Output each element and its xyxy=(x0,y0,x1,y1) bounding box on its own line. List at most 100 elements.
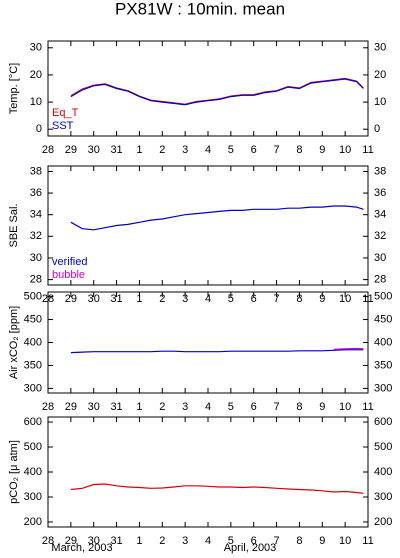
x-tick-label: 30 xyxy=(88,144,100,156)
y-tick-label: 20 xyxy=(30,69,42,81)
y2-tick-label: 600 xyxy=(374,416,392,428)
y-axis-label: Temp. [°C] xyxy=(8,63,20,114)
month-label: March, 2003 xyxy=(51,542,112,554)
y2-tick-label: 0 xyxy=(374,123,380,135)
y-tick-label: 36 xyxy=(30,187,42,199)
y-tick-label: 30 xyxy=(30,42,42,54)
x-tick-label: 28 xyxy=(42,535,54,547)
y-tick-label: 30 xyxy=(30,252,42,264)
x-tick-label: 4 xyxy=(205,401,211,413)
plot-frame xyxy=(47,40,369,137)
x-tick-label: 3 xyxy=(182,144,188,156)
x-tick-label: 11 xyxy=(362,535,373,547)
y2-tick-label: 34 xyxy=(374,209,386,221)
x-tick-label: 4 xyxy=(205,293,211,305)
y-axis-label: pCO₂ [μ atm] xyxy=(8,440,20,504)
data-line xyxy=(70,205,364,231)
y2-tick-label: 20 xyxy=(374,69,386,81)
x-tick-label: 9 xyxy=(319,535,325,547)
x-tick-label: 5 xyxy=(228,535,234,547)
x-tick-label: 31 xyxy=(110,401,122,413)
x-tick-label: 1 xyxy=(136,293,142,305)
x-tick-label: 2 xyxy=(159,293,165,305)
page-title: PX81W : 10min. mean xyxy=(115,0,285,18)
y-tick-label: 0 xyxy=(36,123,42,135)
y2-tick-label: 350 xyxy=(374,359,392,371)
x-tick-label: 9 xyxy=(319,293,325,305)
x-tick-label: 11 xyxy=(362,144,373,156)
y-axis-label: Air xCO₂ [ppm] xyxy=(8,306,20,379)
x-tick-label: 1 xyxy=(136,535,142,547)
x-tick-label: 8 xyxy=(296,401,302,413)
x-tick-label: 31 xyxy=(110,535,122,547)
y2-tick-label: 300 xyxy=(374,491,392,503)
plot-frame xyxy=(47,416,369,528)
x-tick-label: 31 xyxy=(110,144,122,156)
x-tick-label: 2 xyxy=(159,401,165,413)
plot-frame xyxy=(47,291,369,394)
y2-tick-label: 30 xyxy=(374,252,386,264)
x-tick-label: 11 xyxy=(362,401,373,413)
x-tick-label: 29 xyxy=(65,293,77,305)
x-tick-label: 28 xyxy=(42,144,54,156)
data-line xyxy=(333,347,364,350)
y-tick-label: 28 xyxy=(30,273,42,285)
x-tick-label: 29 xyxy=(65,144,77,156)
x-tick-label: 10 xyxy=(339,144,351,156)
y-tick-label: 600 xyxy=(24,416,42,428)
x-tick-label: 10 xyxy=(339,293,351,305)
y2-tick-label: 36 xyxy=(374,187,386,199)
y-tick-label: 350 xyxy=(24,359,42,371)
legend-label: verified xyxy=(52,256,87,268)
y2-tick-label: 28 xyxy=(374,273,386,285)
x-tick-label: 6 xyxy=(251,144,257,156)
x-tick-label: 10 xyxy=(339,401,351,413)
x-tick-label: 7 xyxy=(274,401,280,413)
y-axis-label: SBE Sal. xyxy=(8,203,20,247)
y2-tick-label: 450 xyxy=(374,313,392,325)
y-tick-label: 300 xyxy=(24,382,42,394)
y-tick-label: 400 xyxy=(24,466,42,478)
y2-tick-label: 38 xyxy=(374,165,386,177)
x-tick-label: 7 xyxy=(274,144,280,156)
x-tick-label: 29 xyxy=(65,535,77,547)
y-tick-label: 38 xyxy=(30,165,42,177)
x-tick-label: 3 xyxy=(182,293,188,305)
x-tick-label: 1 xyxy=(136,401,142,413)
x-tick-label: 4 xyxy=(205,535,211,547)
x-tick-label: 10 xyxy=(339,535,351,547)
y-tick-label: 500 xyxy=(24,441,42,453)
x-tick-label: 4 xyxy=(205,144,211,156)
data-line xyxy=(70,349,364,354)
x-tick-label: 2 xyxy=(159,535,165,547)
x-tick-label: 7 xyxy=(274,293,280,305)
x-tick-label: 29 xyxy=(65,401,77,413)
y2-tick-label: 10 xyxy=(374,96,386,108)
y-tick-label: 500 xyxy=(24,290,42,302)
x-tick-label: 30 xyxy=(88,401,100,413)
legend-label: SST xyxy=(52,120,74,132)
y-tick-label: 34 xyxy=(30,209,42,221)
y2-tick-label: 500 xyxy=(374,290,392,302)
y-tick-label: 32 xyxy=(30,230,42,242)
x-tick-label: 30 xyxy=(88,293,100,305)
legend-label: Eq_T xyxy=(52,107,79,119)
month-label: April, 2003 xyxy=(224,542,277,554)
x-tick-label: 5 xyxy=(228,293,234,305)
x-tick-label: 1 xyxy=(136,144,142,156)
x-tick-label: 8 xyxy=(296,535,302,547)
legend-label: bubble xyxy=(52,269,85,281)
y2-tick-label: 200 xyxy=(374,516,392,528)
y-tick-label: 450 xyxy=(24,313,42,325)
x-tick-label: 7 xyxy=(274,535,280,547)
x-tick-label: 30 xyxy=(88,535,100,547)
x-tick-label: 28 xyxy=(42,401,54,413)
x-tick-label: 2 xyxy=(159,144,165,156)
x-tick-label: 5 xyxy=(228,144,234,156)
x-tick-label: 3 xyxy=(182,401,188,413)
x-tick-label: 6 xyxy=(251,293,257,305)
y2-tick-label: 500 xyxy=(374,441,392,453)
plot-frame xyxy=(47,165,369,286)
y2-tick-label: 400 xyxy=(374,336,392,348)
